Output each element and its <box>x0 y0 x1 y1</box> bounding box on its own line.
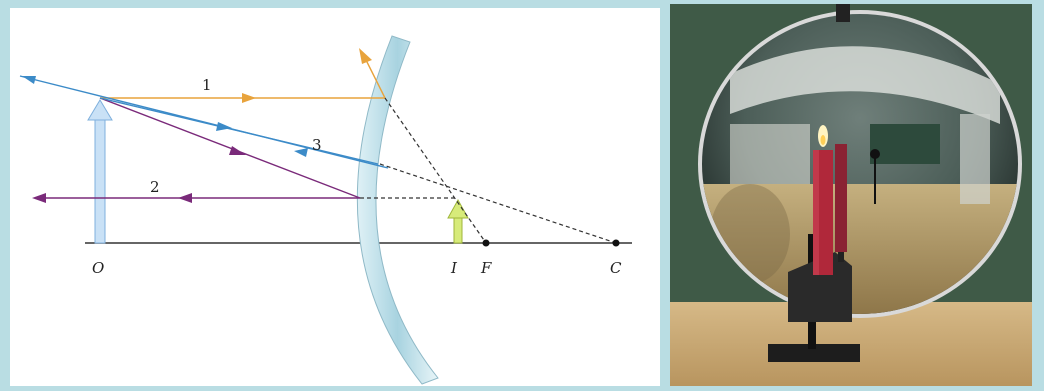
candle <box>813 125 833 275</box>
candle-stand <box>768 234 860 362</box>
mirror-reflection <box>702 14 1018 314</box>
reflected-candle <box>835 144 847 252</box>
label-image: I <box>450 259 458 277</box>
object-arrow <box>87 99 113 244</box>
convex-mirror <box>356 35 439 385</box>
photo-illustration <box>670 4 1032 386</box>
ray-label-1: 1 <box>202 76 212 94</box>
convex-mirror-ray-diagram: 1 2 3 O I F C <box>10 8 660 386</box>
ray-2 <box>32 97 458 203</box>
ray-label-3: 3 <box>312 136 322 154</box>
convex-mirror-photo <box>670 4 1032 386</box>
ray-label-2: 2 <box>150 178 160 196</box>
label-object: O <box>92 259 104 277</box>
ray-diagram-svg: 1 2 3 O I F C <box>19 35 632 385</box>
label-center: C <box>610 259 622 277</box>
image-arrow <box>447 198 469 244</box>
ray-1 <box>100 48 487 244</box>
ray-3 <box>19 75 617 244</box>
label-focal: F <box>480 259 492 277</box>
center-point <box>612 239 620 247</box>
focal-point <box>482 239 490 247</box>
mirror-mount <box>836 4 850 22</box>
